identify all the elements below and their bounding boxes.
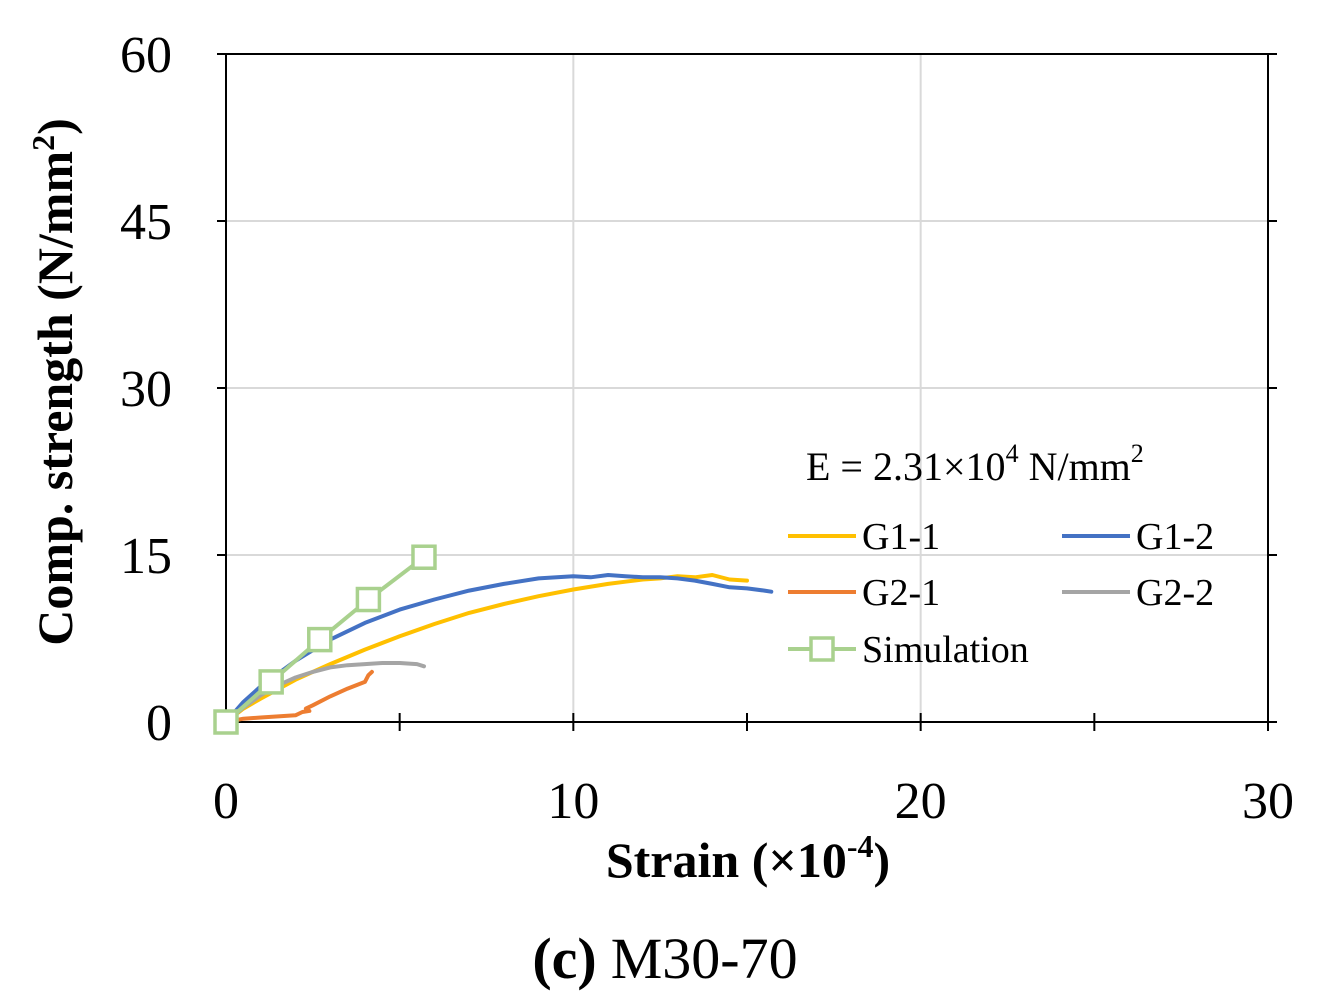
legend-label: G2-1 <box>862 572 940 614</box>
caption-text: M30-70 <box>611 926 798 991</box>
legend-label: Simulation <box>862 629 1029 671</box>
tick-labels-layer: 0 15 30 45 60 0 10 20 30 <box>120 27 1294 830</box>
grid-layer <box>226 54 1268 722</box>
data-point-marker <box>258 669 284 695</box>
ticks-layer <box>217 53 1277 731</box>
x-axis-label-main: Strain (×10 <box>606 832 847 888</box>
x-axis-label: Strain (×10-4) <box>606 828 890 888</box>
y-axis-label-sup: 2 <box>25 135 61 151</box>
x-tick-label: 20 <box>895 773 947 830</box>
y-axis-label-end: ) <box>27 118 83 135</box>
y-tick-label: 30 <box>120 361 172 418</box>
x-tick-label: 10 <box>547 773 599 830</box>
annotation-main: E = 2.31×10 <box>806 444 1006 489</box>
x-tick-label: 30 <box>1242 773 1294 830</box>
x-axis-label-end: ) <box>874 832 891 888</box>
caption-label: (c) <box>532 926 596 991</box>
series-line-g1-1 <box>224 573 749 724</box>
y-tick-label: 15 <box>120 528 172 585</box>
series-line-g2-1 <box>224 669 374 724</box>
y-axis-label-main: Comp. strength (N/mm <box>27 151 83 646</box>
legend-marker <box>809 636 835 662</box>
y-axis-label: Comp. strength (N/mm2) <box>25 118 83 646</box>
series-line-g2-2 <box>224 661 426 724</box>
data-point-marker <box>307 626 333 653</box>
x-axis-label-sup: -4 <box>847 828 874 864</box>
annotation-exp1: 4 <box>1006 439 1019 468</box>
modulus-annotation: E = 2.31×104 N/mm2 <box>806 439 1144 489</box>
legend-label: G2-2 <box>1136 572 1214 614</box>
data-point-marker <box>411 544 437 570</box>
legend-label: G1-2 <box>1136 516 1214 558</box>
figure-caption: (c) M30-70 <box>532 926 797 991</box>
x-tick-label: 0 <box>213 773 239 830</box>
y-tick-label: 45 <box>120 194 172 251</box>
data-point-marker <box>213 709 239 735</box>
annotation-exp2: 2 <box>1131 439 1144 468</box>
y-tick-label: 0 <box>146 695 172 752</box>
markers-layer <box>213 544 437 735</box>
y-tick-label: 60 <box>120 27 172 84</box>
legend: G1-1 G1-2 G2-1 G2-2 Simulation <box>788 516 1214 671</box>
legend-label: G1-1 <box>862 516 940 558</box>
data-point-marker <box>355 586 382 613</box>
annotation-mid: N/mm <box>1019 444 1131 489</box>
